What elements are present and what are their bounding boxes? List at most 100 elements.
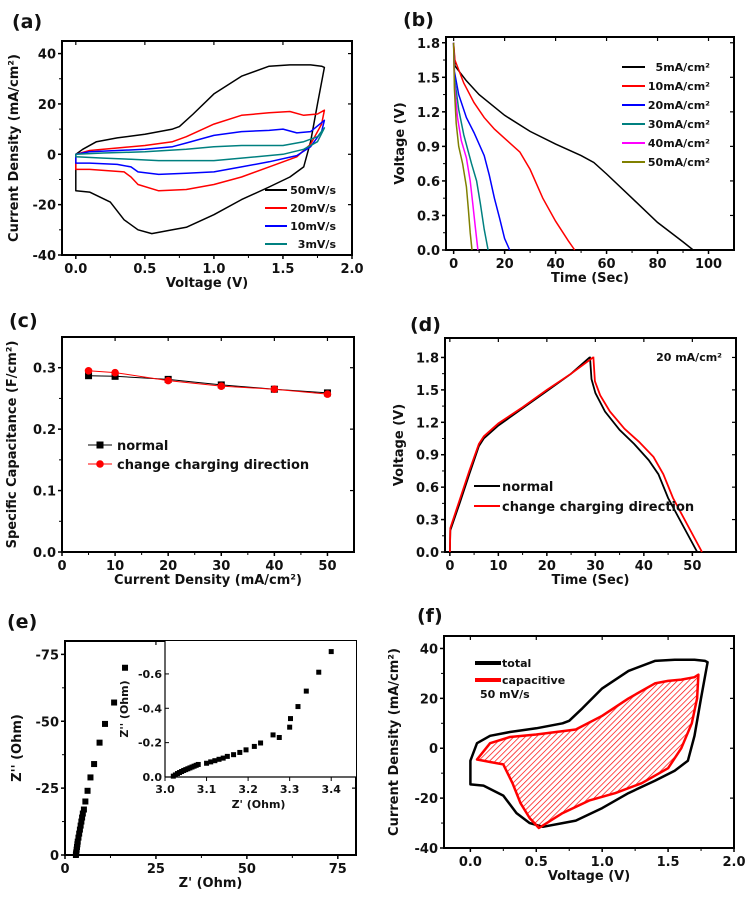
panel-label: (b) xyxy=(403,9,434,31)
y-tick-label: 0.0 xyxy=(416,546,439,561)
y-tick-label: 40 xyxy=(420,642,438,657)
x-tick-label: 60 xyxy=(598,257,616,272)
y-tick-label: 0.1 xyxy=(33,485,56,500)
x-tick-label: 20 xyxy=(538,559,556,574)
y-tick-label: 20 xyxy=(38,98,56,113)
inset-data-point xyxy=(216,756,222,762)
legend-label: 5mA/cm² xyxy=(656,61,711,74)
legend-label: 20mV/s xyxy=(290,202,336,215)
x-axis-label: Z' (Ohm) xyxy=(179,876,243,891)
y-tick-label: -25 xyxy=(36,782,60,797)
data-point xyxy=(76,826,83,833)
data-point xyxy=(75,834,82,841)
legend-marker xyxy=(96,460,104,468)
x-tick-label: 40 xyxy=(635,559,653,574)
inset-x-axis-label: Z' (Ohm) xyxy=(232,798,286,811)
legend-label: 3mV/s xyxy=(298,238,337,251)
inset-y-tick-label: -0.2 xyxy=(138,737,162,750)
chart-a: 0.0 0.5 1.0 1.5 2.0 -40 -20 0 20 40 Voltage (V) Cur… xyxy=(7,11,364,291)
inset-data-point xyxy=(212,758,218,764)
y-tick-label: 0 xyxy=(429,742,438,757)
series-line-0 xyxy=(449,356,698,553)
legend-marker xyxy=(96,441,104,449)
y-tick-label: 0.9 xyxy=(416,449,439,464)
plot-frame xyxy=(61,336,355,553)
inset-data-point xyxy=(270,732,276,738)
inset-data-point xyxy=(237,749,243,755)
inset-y-tick-label: 0.0 xyxy=(143,771,163,784)
series-line-5 xyxy=(452,42,473,251)
x-tick-label: 50 xyxy=(238,862,256,877)
y-tick-label: 1.2 xyxy=(417,106,440,121)
data-point xyxy=(82,798,89,805)
x-tick-label: 0.5 xyxy=(133,262,156,277)
inset-data-point xyxy=(204,760,210,766)
chart-f: 0.0 0.5 1.0 1.5 2.0 -40 -20 0 20 40 Voltage (V) Cur… xyxy=(387,605,746,884)
x-tick-label: 0 xyxy=(60,862,69,877)
series-capacitive xyxy=(475,673,700,830)
y-axis-label: Z'' (Ohm) xyxy=(10,714,25,782)
legend-label: 40mA/cm² xyxy=(648,137,710,150)
series-line-0 xyxy=(75,64,326,235)
series-line-3 xyxy=(75,127,326,162)
y-tick-label: -40 xyxy=(415,842,439,857)
panel-label: (a) xyxy=(12,11,42,33)
data-point xyxy=(80,806,87,813)
data-point xyxy=(102,720,109,727)
inset-data-point xyxy=(208,759,214,765)
inset-data-point xyxy=(243,747,249,753)
annotation-scan-rate: 50 mV/s xyxy=(480,688,530,701)
data-point xyxy=(79,810,86,817)
x-tick-label: 2.0 xyxy=(340,262,363,277)
y-tick-label: -50 xyxy=(36,715,60,730)
x-tick-label: 30 xyxy=(586,559,604,574)
legend-label: 10mA/cm² xyxy=(648,80,710,93)
x-tick-label: 2.0 xyxy=(722,855,745,870)
data-point xyxy=(84,787,91,794)
x-tick-label: 1.0 xyxy=(202,262,225,277)
y-tick-label: -75 xyxy=(36,648,60,663)
data-point xyxy=(74,838,81,845)
y-tick-label: 0.9 xyxy=(417,140,440,155)
x-tick-label: 0.0 xyxy=(64,262,87,277)
x-tick-label: 100 xyxy=(695,257,722,272)
inset-chart: 3.0 3.1 3.2 3.3 3.4 0.0 -0.2 -0.4 -0.6 Z' (Ohm) Z'… xyxy=(118,641,356,811)
series-line-1 xyxy=(75,109,326,192)
plot-frame xyxy=(444,337,737,553)
inset-x-tick-label: 3.0 xyxy=(155,783,175,796)
y-tick-label: 1.8 xyxy=(416,351,439,366)
annotation-current-density: 20 mA/cm² xyxy=(656,351,722,364)
x-tick-label: 0 xyxy=(57,559,66,574)
chart-b: 0 20 40 60 80 100 0.0 0.3 0.6 0.9 1.2 1.5 1.8 Time (S… xyxy=(393,9,735,286)
plot-frame xyxy=(445,36,735,251)
y-axis-label: Current Density (mA/cm²) xyxy=(7,54,22,242)
data-point xyxy=(111,699,118,706)
data-point xyxy=(323,390,332,398)
legend-label: 50mV/s xyxy=(290,184,336,197)
x-tick-label: 1.5 xyxy=(271,262,294,277)
series-total xyxy=(469,658,709,829)
y-tick-label: 0.3 xyxy=(417,209,440,224)
series-line-3 xyxy=(452,42,489,251)
legend-label: normal xyxy=(502,480,553,495)
data-point xyxy=(111,368,119,377)
panel-label: (c) xyxy=(9,310,38,332)
series-line-0 xyxy=(452,42,694,251)
y-axis-label: Voltage (V) xyxy=(392,404,407,486)
inset-x-tick-label: 3.3 xyxy=(280,783,300,796)
x-axis-label: Current Density (mA/cm²) xyxy=(114,573,302,588)
series-line-1 xyxy=(452,42,576,251)
data-point xyxy=(84,366,93,375)
data-point xyxy=(85,372,93,380)
y-tick-label: 20 xyxy=(420,692,438,707)
x-tick-label: 0 xyxy=(449,257,458,272)
x-tick-label: 10 xyxy=(489,559,507,574)
inset-data-point xyxy=(287,724,293,730)
series-group xyxy=(75,64,326,235)
inset-x-tick-label: 3.4 xyxy=(321,783,341,796)
y-tick-label: 1.2 xyxy=(416,416,439,431)
inset-y-tick-label: -0.6 xyxy=(138,668,162,681)
x-tick-label: 20 xyxy=(159,559,177,574)
y-tick-label: 40 xyxy=(38,48,56,63)
